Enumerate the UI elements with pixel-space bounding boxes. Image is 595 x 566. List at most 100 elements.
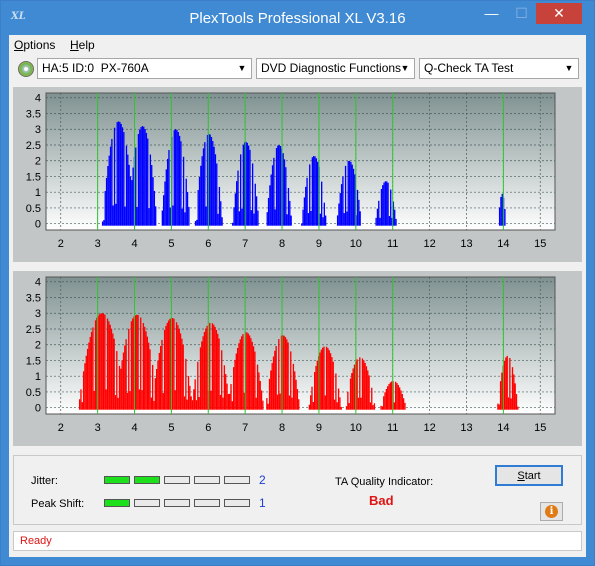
jitter-chart-data-bar xyxy=(321,181,323,226)
peak-shift-chart-data-bar xyxy=(215,329,218,410)
peak-shift-chart-data-bar xyxy=(292,363,295,410)
jitter-chart-data-bar xyxy=(103,220,105,226)
peak-shift-chart-data-bar xyxy=(272,356,275,410)
chevron-down-icon: ▼ xyxy=(564,63,574,73)
function-select[interactable]: DVD Diagnostic Functions ▼ xyxy=(256,58,415,79)
jitter-chart-data-bar xyxy=(383,182,385,226)
close-button[interactable]: ✕ xyxy=(536,3,582,24)
jitter-chart-data-bar xyxy=(384,181,387,226)
peak-shift-chart-data-bar xyxy=(295,379,297,410)
peak-shift-chart-data-bar xyxy=(101,313,103,410)
peak-shift-chart-data-bar xyxy=(385,388,388,410)
jitter-chart-data-bar xyxy=(282,153,284,226)
jitter-chart-data-bar xyxy=(323,202,325,226)
jitter-chart-data-bar xyxy=(267,197,270,226)
peak-shift-chart-data-bar xyxy=(510,398,512,410)
jitter-chart-data-bar xyxy=(178,135,181,226)
chevron-down-icon: ▼ xyxy=(237,63,247,73)
menu-options-mnemonic: O xyxy=(14,38,24,52)
jitter-chart-data-bar xyxy=(137,134,140,226)
minimize-button[interactable]: — xyxy=(484,5,499,21)
status-bar: Ready xyxy=(13,531,582,551)
jitter-chart-data-bar xyxy=(121,127,124,226)
peak-shift-chart-panel: 0 0.5 1 1.5 2 2.5 3 3.5 4 2 3 4 5 6 7 8 9 10 11 12 13 14 15 xyxy=(13,271,582,446)
jitter-chart: 0 0.5 1 1.5 2 2.5 3 3.5 4 2 3 4 5 6 7 8 9 10 11 12 13 14 15 xyxy=(26,92,556,250)
peak-shift-chart-data-bar xyxy=(259,380,261,410)
peak-shift-chart-data-bar xyxy=(248,335,251,410)
peak-shift-chart-data-bar xyxy=(279,393,281,410)
peak-shift-chart-data-bar xyxy=(155,368,158,410)
peak-shift-chart-y-tick-label: 1.5 xyxy=(26,355,41,367)
jitter-chart-data-bar xyxy=(107,166,109,226)
peak-shift-chart-data-bar xyxy=(506,355,508,410)
peak-shift-chart-data-bar xyxy=(398,387,401,410)
jitter-chart-data-bar xyxy=(303,197,306,226)
jitter-chart-data-bar xyxy=(109,146,112,226)
meter-segment xyxy=(194,476,220,484)
jitter-chart-data-bar xyxy=(208,133,210,226)
jitter-chart-data-bar xyxy=(279,146,282,226)
jitter-chart-data-bar xyxy=(209,134,211,226)
jitter-chart-x-tick-label: 15 xyxy=(534,238,546,250)
jitter-chart-data-bar xyxy=(380,189,383,226)
drive-select[interactable]: HA:5 ID:0 PX-760A ▼ xyxy=(37,58,252,79)
peak-shift-label: Peak Shift: xyxy=(31,498,85,510)
results-panel xyxy=(13,455,582,525)
menu-options[interactable]: Options xyxy=(14,38,55,52)
peak-shift-chart-data-bar xyxy=(402,398,405,410)
info-icon: i xyxy=(545,505,558,518)
jitter-chart-data-bar xyxy=(141,126,144,226)
meter-segment xyxy=(164,499,190,507)
peak-shift-chart-y-tick-label: 3 xyxy=(35,308,41,320)
peak-shift-chart-data-bar xyxy=(361,358,364,410)
jitter-chart-data-bar xyxy=(204,142,206,226)
jitter-chart-x-tick-label: 7 xyxy=(242,238,248,250)
jitter-chart-data-bar xyxy=(233,207,235,226)
peak-shift-chart-data-bar xyxy=(206,325,208,410)
peak-shift-chart-data-bar xyxy=(230,384,232,410)
peak-shift-chart-data-bar xyxy=(400,390,402,410)
start-button[interactable]: Start xyxy=(495,465,563,486)
peak-shift-chart-data-bar xyxy=(254,351,256,410)
jitter-chart-data-bar xyxy=(234,193,237,226)
peak-shift-chart-data-bar xyxy=(242,334,244,410)
peak-shift-chart-data-bar xyxy=(129,391,131,410)
jitter-chart-data-bar xyxy=(388,216,391,226)
peak-shift-chart-data-bar xyxy=(351,373,353,410)
maximize-button[interactable]: ☐ xyxy=(515,5,528,21)
jitter-chart-data-bar xyxy=(386,181,388,226)
jitter-chart-x-tick-label: 9 xyxy=(316,238,322,250)
peak-shift-chart-data-bar xyxy=(396,383,398,410)
peak-shift-chart-data-bar xyxy=(352,368,354,410)
peak-shift-chart-data-bar xyxy=(177,325,179,410)
menu-help[interactable]: Help xyxy=(70,38,95,52)
peak-shift-chart-data-bar xyxy=(233,367,235,410)
jitter-chart-data-bar xyxy=(200,165,202,226)
peak-shift-chart-data-bar xyxy=(126,392,129,410)
peak-shift-chart-data-bar xyxy=(388,384,390,410)
peak-shift-chart-data-bar xyxy=(312,401,314,410)
jitter-chart-data-bar xyxy=(311,157,314,226)
jitter-chart-y-tick-label: 3 xyxy=(35,124,41,136)
peak-shift-chart-data-bar xyxy=(217,333,219,410)
jitter-chart-x-tick-label: 3 xyxy=(95,238,101,250)
peak-shift-chart-data-bar xyxy=(226,383,228,410)
jitter-chart-data-bar xyxy=(269,185,271,226)
test-select[interactable]: Q-Check TA Test ▼ xyxy=(419,58,579,79)
peak-shift-chart-data-bar xyxy=(89,336,91,410)
jitter-chart-data-bar xyxy=(251,163,254,226)
peak-shift-chart: 0 0.5 1 1.5 2 2.5 3 3.5 4 2 3 4 5 6 7 8 9 10 11 12 13 14 15 xyxy=(26,276,556,434)
peak-shift-chart-data-bar xyxy=(183,396,186,410)
peak-shift-chart-data-bar xyxy=(178,328,180,410)
jitter-chart-data-bar xyxy=(112,205,114,226)
jitter-chart-data-bar xyxy=(173,130,175,226)
peak-shift-chart-data-bar xyxy=(288,395,291,410)
title-bar[interactable]: XL PlexTools Professional XL V3.16 — ☐ ✕ xyxy=(1,1,594,35)
peak-shift-chart-data-bar xyxy=(116,351,118,410)
info-button[interactable]: i xyxy=(540,502,563,521)
peak-shift-chart-data-bar xyxy=(198,396,200,410)
jitter-chart-x-tick-label: 13 xyxy=(460,238,472,250)
peak-shift-chart-data-bar xyxy=(194,379,196,410)
peak-shift-chart-data-bar xyxy=(90,331,93,410)
